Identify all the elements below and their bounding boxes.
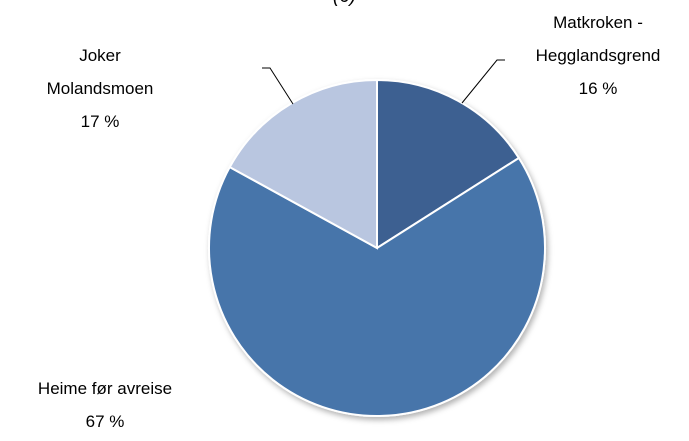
- category-name: Joker Molandsmoen: [46, 46, 154, 98]
- value-label: 67 %: [85, 412, 125, 431]
- category-name: Matkroken - Hegglandsgrend: [535, 13, 661, 65]
- value-label: 16 %: [578, 79, 618, 98]
- slice-label: Joker Molandsmoen 17 %: [30, 39, 170, 138]
- pie-slice: [228, 78, 378, 250]
- pie-slice: [376, 78, 521, 250]
- value-label: 17 %: [80, 112, 120, 131]
- pie-slice: [208, 156, 546, 417]
- leader-line: [461, 59, 505, 104]
- slice-label: Matkroken - Hegglandsgrend 16 %: [523, 6, 673, 105]
- chart-title: (6): [0, 0, 689, 8]
- leader-line: [262, 67, 294, 105]
- slice-label: Heime før avreise 67 %: [0, 372, 215, 438]
- category-name: Heime før avreise: [37, 379, 173, 398]
